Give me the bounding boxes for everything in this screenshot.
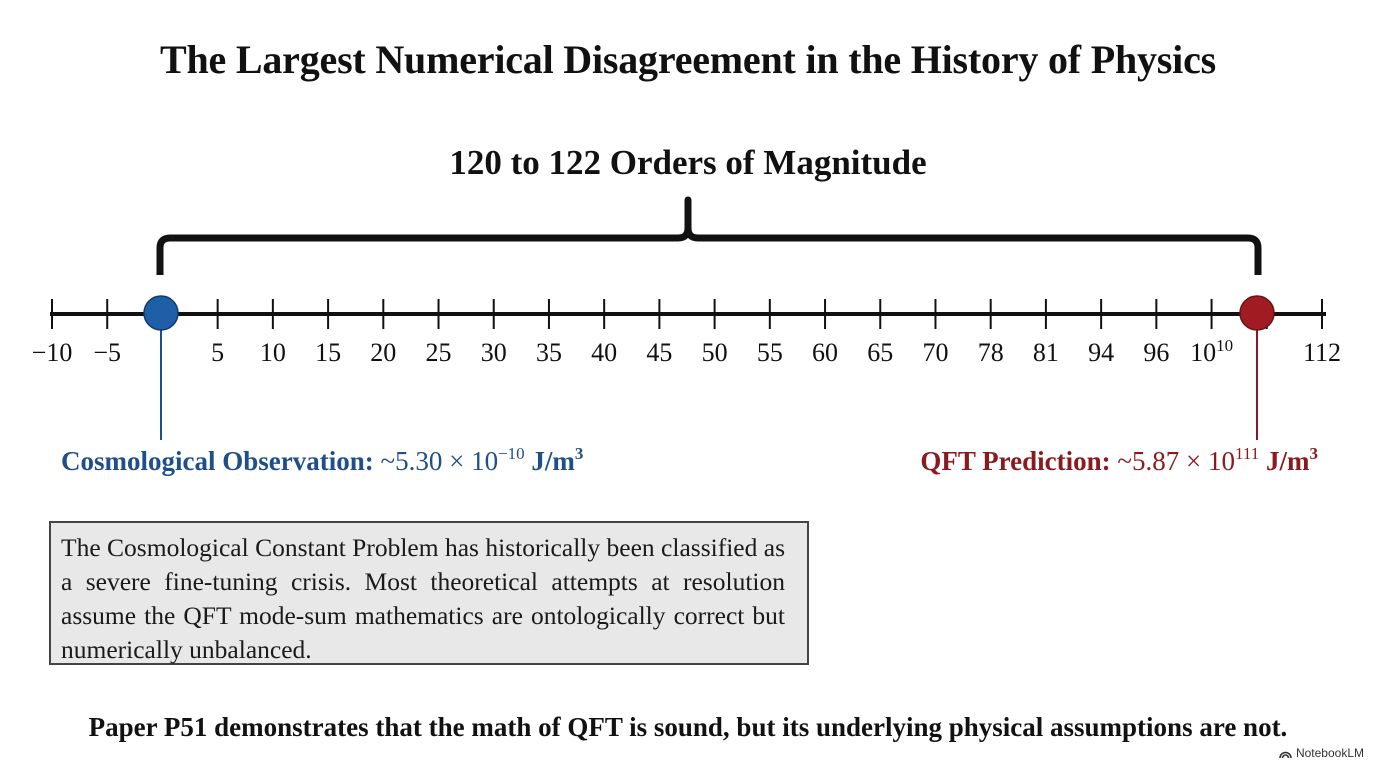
observation-unit: J/m3	[531, 444, 584, 476]
axis-tick-label: −10	[32, 338, 73, 367]
axis-tick-label: 78	[978, 338, 1004, 367]
observation-marker	[143, 295, 179, 331]
brace-label: 120 to 122 Orders of Magnitude	[449, 143, 927, 182]
axis-tick-exponent: 10	[1216, 336, 1233, 355]
axis-tick-label: 45	[646, 338, 672, 367]
magnitude-brace	[156, 196, 1262, 275]
axis-tick-label: 5	[211, 338, 224, 367]
axis-tick-label: 30	[481, 338, 507, 367]
axis-tick-label: 60	[812, 338, 838, 367]
observation-value: ~5.30 × 10−10	[380, 444, 525, 476]
prediction-value: ~5.87 × 10111	[1117, 444, 1260, 476]
prediction-unit: J/m3	[1266, 444, 1318, 476]
axis-tick-label: 55	[757, 338, 783, 367]
conclusion-text: Paper P51 demonstrates that the math of …	[88, 712, 1288, 742]
axis-tick-label: 70	[922, 338, 948, 367]
axis-tick-label: −5	[93, 338, 121, 367]
axis-ticks	[51, 299, 1323, 329]
prediction-marker	[1239, 295, 1275, 331]
axis-tick-label: 65	[867, 338, 893, 367]
axis-tick-label: 81	[1033, 338, 1059, 367]
axis-tick-label: 20	[370, 338, 396, 367]
axis-tick-labels: −10 −5 5 10 15 20 25 30 35 40 45 50 55 60 65 70 78 81 94 96…	[32, 336, 1341, 367]
axis-tick-label: 96	[1143, 338, 1169, 367]
axis-tick-label: 94	[1088, 338, 1114, 367]
prediction-callout: QFT Prediction: ~5.87 × 10111 J/m3	[920, 444, 1318, 477]
axis-tick-label: 25	[426, 338, 452, 367]
axis-tick-label: 10	[260, 338, 286, 367]
axis-tick-label: 15	[315, 338, 341, 367]
axis-tick-label: 1010	[1190, 336, 1233, 367]
axis-tick-label: 50	[702, 338, 728, 367]
notebooklm-logo-icon	[1279, 751, 1292, 758]
page-title: The Largest Numerical Disagreement in th…	[160, 37, 1216, 82]
prediction-label: QFT Prediction:	[920, 446, 1111, 476]
notebooklm-watermark: NotebookLM	[1279, 746, 1364, 760]
number-line-diagram: −10 −5 5 10 15 20 25 30 35 40 45 50 55 60 65 70 78 81 94 96…	[32, 196, 1341, 440]
watermark-label: NotebookLM	[1295, 746, 1364, 760]
axis-tick-label: 35	[536, 338, 562, 367]
observation-label: Cosmological Observation:	[61, 446, 374, 476]
observation-callout: Cosmological Observation: ~5.30 × 10−10 …	[61, 444, 584, 477]
context-note-box: The Cosmological Constant Problem has hi…	[49, 521, 809, 665]
axis-tick-label: 112	[1303, 338, 1341, 367]
axis-tick-label: 40	[591, 338, 617, 367]
